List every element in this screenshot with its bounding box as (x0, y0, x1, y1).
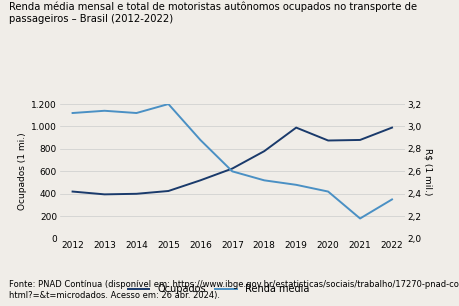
Renda média (197, 138, 203, 142)
Ocupados (165, 189, 171, 193)
Ocupados (261, 149, 266, 153)
Renda média (388, 198, 394, 201)
Renda média (357, 217, 362, 220)
Line: Renda média: Renda média (73, 104, 391, 218)
Ocupados (70, 190, 75, 193)
Ocupados (134, 192, 139, 196)
Renda média (101, 109, 107, 113)
Renda média (229, 170, 235, 173)
Text: Renda média mensal e total de motoristas autônomos ocupados no transporte de
pas: Renda média mensal e total de motoristas… (9, 2, 416, 24)
Text: Fonte: PNAD Contínua (disponível em: https://www.ibge.gov.br/estatisticas/sociai: Fonte: PNAD Contínua (disponível em: htt… (9, 281, 459, 300)
Renda média (293, 183, 298, 187)
Line: Ocupados: Ocupados (73, 128, 391, 194)
Renda média (325, 190, 330, 193)
Ocupados (229, 167, 235, 170)
Ocupados (325, 139, 330, 142)
Renda média (134, 111, 139, 115)
Renda média (261, 178, 266, 182)
Ocupados (357, 138, 362, 142)
Legend: Ocupados, Renda média: Ocupados, Renda média (128, 284, 308, 294)
Y-axis label: R$ (1 mil.): R$ (1 mil.) (423, 148, 432, 195)
Ocupados (101, 192, 107, 196)
Y-axis label: Ocupados (1 mi.): Ocupados (1 mi.) (18, 132, 27, 210)
Ocupados (197, 178, 203, 182)
Ocupados (293, 126, 298, 129)
Ocupados (388, 126, 394, 129)
Renda média (70, 111, 75, 115)
Renda média (165, 102, 171, 106)
